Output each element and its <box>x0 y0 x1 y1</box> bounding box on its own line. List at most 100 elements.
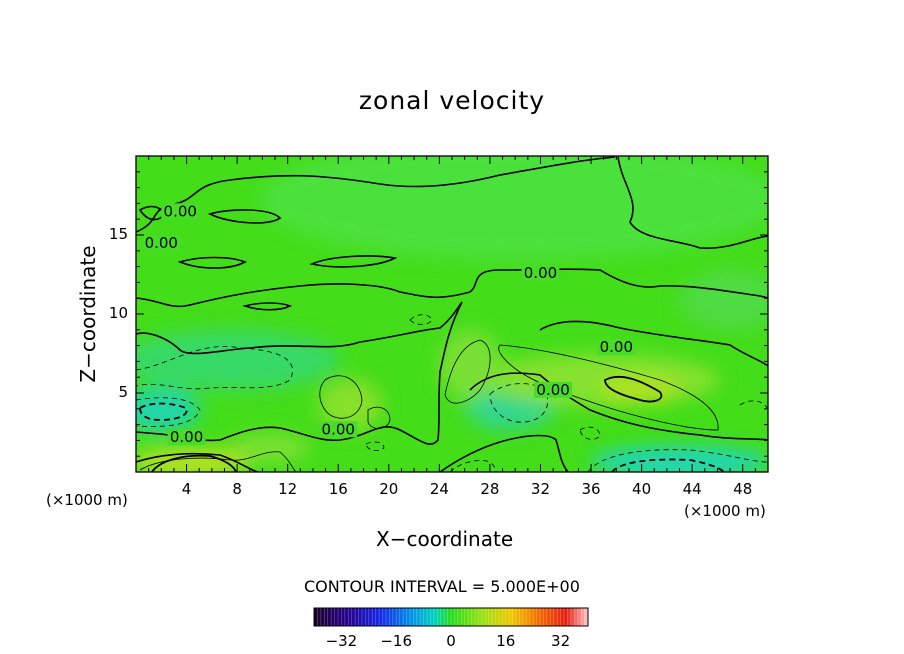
colorbar-tick-label: 32 <box>551 632 571 650</box>
colorbar-cell <box>529 608 534 626</box>
colorbar-cell <box>385 608 390 626</box>
colorbar-cell <box>536 608 541 626</box>
contour-label-backdrop <box>534 381 573 398</box>
colorbar-cell <box>365 608 370 626</box>
colorbar-cell <box>337 608 342 626</box>
colorbar-cell <box>498 608 503 626</box>
contour-value-label: 0.00 <box>164 202 197 220</box>
contour-value-label: 0.00 <box>145 234 178 252</box>
contour-interval-text: CONTOUR INTERVAL = 5.000E+00 <box>304 577 580 596</box>
zero-contour-right-upper <box>617 156 768 249</box>
pos-max-contour-right <box>604 375 663 403</box>
colorbar-cell <box>454 608 459 626</box>
x-tick-label: 24 <box>429 480 449 498</box>
x-unit-right: (×1000 m) <box>684 502 766 520</box>
x-tick-label: 16 <box>328 480 348 498</box>
colorbar-cell <box>567 608 572 626</box>
colorbar-cell <box>560 608 565 626</box>
x-axis-label: X−coordinate <box>376 527 514 551</box>
colorbar-cell <box>440 608 445 626</box>
pos-max-contour-bottom <box>151 454 237 472</box>
colorbar-cell <box>471 608 476 626</box>
colorbar-cell <box>550 608 555 626</box>
y-tick-label: 5 <box>118 383 128 401</box>
pos-contour-small <box>367 406 391 429</box>
contour-label-backdrop <box>161 203 200 220</box>
zero-contour-blob-2 <box>177 256 247 269</box>
contour-label-backdrop <box>319 421 358 438</box>
pos-contour-right <box>498 344 719 431</box>
colorbar-cell <box>361 608 366 626</box>
colorbar-cell <box>516 608 520 626</box>
x-tick-label: 28 <box>480 480 500 498</box>
colorbar-cell <box>413 608 418 626</box>
colorbar-cell <box>543 608 548 626</box>
colorbar-cell <box>519 608 524 626</box>
colorbar-cell <box>461 608 466 626</box>
colorbar-cell <box>416 608 421 626</box>
zero-contour-mid <box>136 268 768 308</box>
neg-min-contour-bottom <box>611 458 725 472</box>
contour-label-backdrop <box>142 234 181 251</box>
colorbar-tick-label: −32 <box>325 632 358 650</box>
chart-title: zonal velocity <box>358 86 546 115</box>
contour-value-label: 0.00 <box>170 428 203 446</box>
zero-contour-blob-3 <box>309 255 398 268</box>
x-tick-label: 40 <box>632 480 652 498</box>
colorbar-cell <box>492 608 496 626</box>
colorbar-cell <box>331 608 335 626</box>
colorbar-cell <box>344 608 349 626</box>
neg-min-contour-left <box>139 402 188 421</box>
zero-contour-right <box>539 320 768 367</box>
colorbar-cell <box>474 608 479 626</box>
y-tick-label: 15 <box>108 225 128 243</box>
colorbar-cell <box>409 608 414 626</box>
pos-contour-mid <box>444 339 491 404</box>
colorbar-cell <box>437 608 442 626</box>
contour-label-backdrop <box>167 429 206 446</box>
colorbar-cell <box>403 608 407 626</box>
colorbar-cell <box>334 608 339 626</box>
colorbar-cell <box>577 608 582 626</box>
colorbar-cell <box>457 608 462 626</box>
colorbar-cell <box>444 608 448 626</box>
zero-contour-main <box>136 301 463 445</box>
colorbar-cell <box>317 608 322 626</box>
x-tick-label: 32 <box>530 480 551 498</box>
neg-contour-left <box>136 346 293 390</box>
neg-contour-small-2 <box>739 400 768 411</box>
pos-contour-left-mid <box>319 375 363 419</box>
colorbar-cell <box>389 608 394 626</box>
colorbar-cell <box>488 608 493 626</box>
colorbar-cell <box>430 608 435 626</box>
colorbar-cell <box>502 608 507 626</box>
colorbar-tick-label: −16 <box>380 632 413 650</box>
neg-contour-left-lower <box>136 397 201 427</box>
contour-label-backdrop <box>521 264 560 281</box>
colorbar-cell <box>433 608 438 626</box>
colorbar-cell <box>526 608 531 626</box>
colorbar-cell <box>546 608 551 626</box>
colorbar-cell <box>478 608 483 626</box>
colorbar-cell <box>314 608 318 626</box>
colorbar-cell <box>351 608 356 626</box>
colorbar-cell <box>464 608 469 626</box>
colorbar-cell <box>533 608 538 626</box>
colorbar-cell <box>427 608 431 626</box>
neg-contour-small-4 <box>365 441 385 452</box>
colorbar-cell <box>468 608 472 626</box>
axis-ticks <box>136 156 768 472</box>
colorbar-cell <box>564 608 568 626</box>
colorbar-cell <box>348 608 353 626</box>
x-unit-left: (×1000 m) <box>46 491 128 509</box>
colorbar-cell <box>368 608 373 626</box>
colorbar-cell <box>447 608 452 626</box>
x-tick-label: 8 <box>232 480 242 498</box>
zero-contour-bottom-mid <box>439 434 569 472</box>
colorbar-cell <box>327 608 332 626</box>
colorbar-cell <box>522 608 527 626</box>
contour-value-label: 0.00 <box>536 381 569 399</box>
colorbar-cell <box>581 608 585 626</box>
colorbar-cell <box>399 608 404 626</box>
colorbar-cell <box>553 608 558 626</box>
